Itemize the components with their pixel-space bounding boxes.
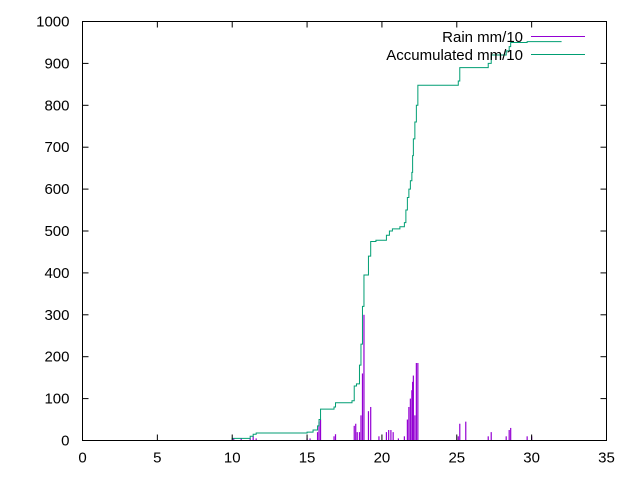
x-tick-label: 25 [448,450,465,467]
y-tick-label: 1000 [36,14,69,31]
y-tick-label: 400 [44,265,69,282]
legend-label-rain: Rain mm/10 [442,29,523,46]
x-tick-label: 15 [299,450,316,467]
legend-entry-rain: Rain mm/10 [442,29,585,46]
y-tick-label: 800 [44,97,69,114]
y-tick-label: 600 [44,181,69,198]
x-tick-label: 30 [523,450,540,467]
x-tick-label: 10 [224,450,241,467]
series-accumulated-line [179,41,562,441]
y-tick-label: 100 [44,391,69,408]
axis-layer: 0 5 10 15 20 25 30 35 0 100 200 300 400 500 600 700 800 9… [36,14,615,467]
plot-frame [82,21,607,441]
x-tick-label: 35 [598,450,615,467]
legend-label-accumulated: Accumulated mm/10 [386,47,523,64]
series-rain [233,314,533,441]
series-layer [179,41,562,441]
y-tick-label: 300 [44,307,69,324]
y-tick-label: 700 [44,139,69,156]
legend: Rain mm/10 Accumulated mm/10 [386,29,585,64]
x-tick-label: 20 [374,450,391,467]
y-tick-label: 0 [61,433,69,450]
legend-entry-accumulated: Accumulated mm/10 [386,47,585,64]
x-tick-label: 0 [78,450,86,467]
x-tick-label: 5 [153,450,161,467]
y-tick-label: 200 [44,349,69,366]
y-tick-label: 900 [44,55,69,72]
y-tick-label: 500 [44,223,69,240]
